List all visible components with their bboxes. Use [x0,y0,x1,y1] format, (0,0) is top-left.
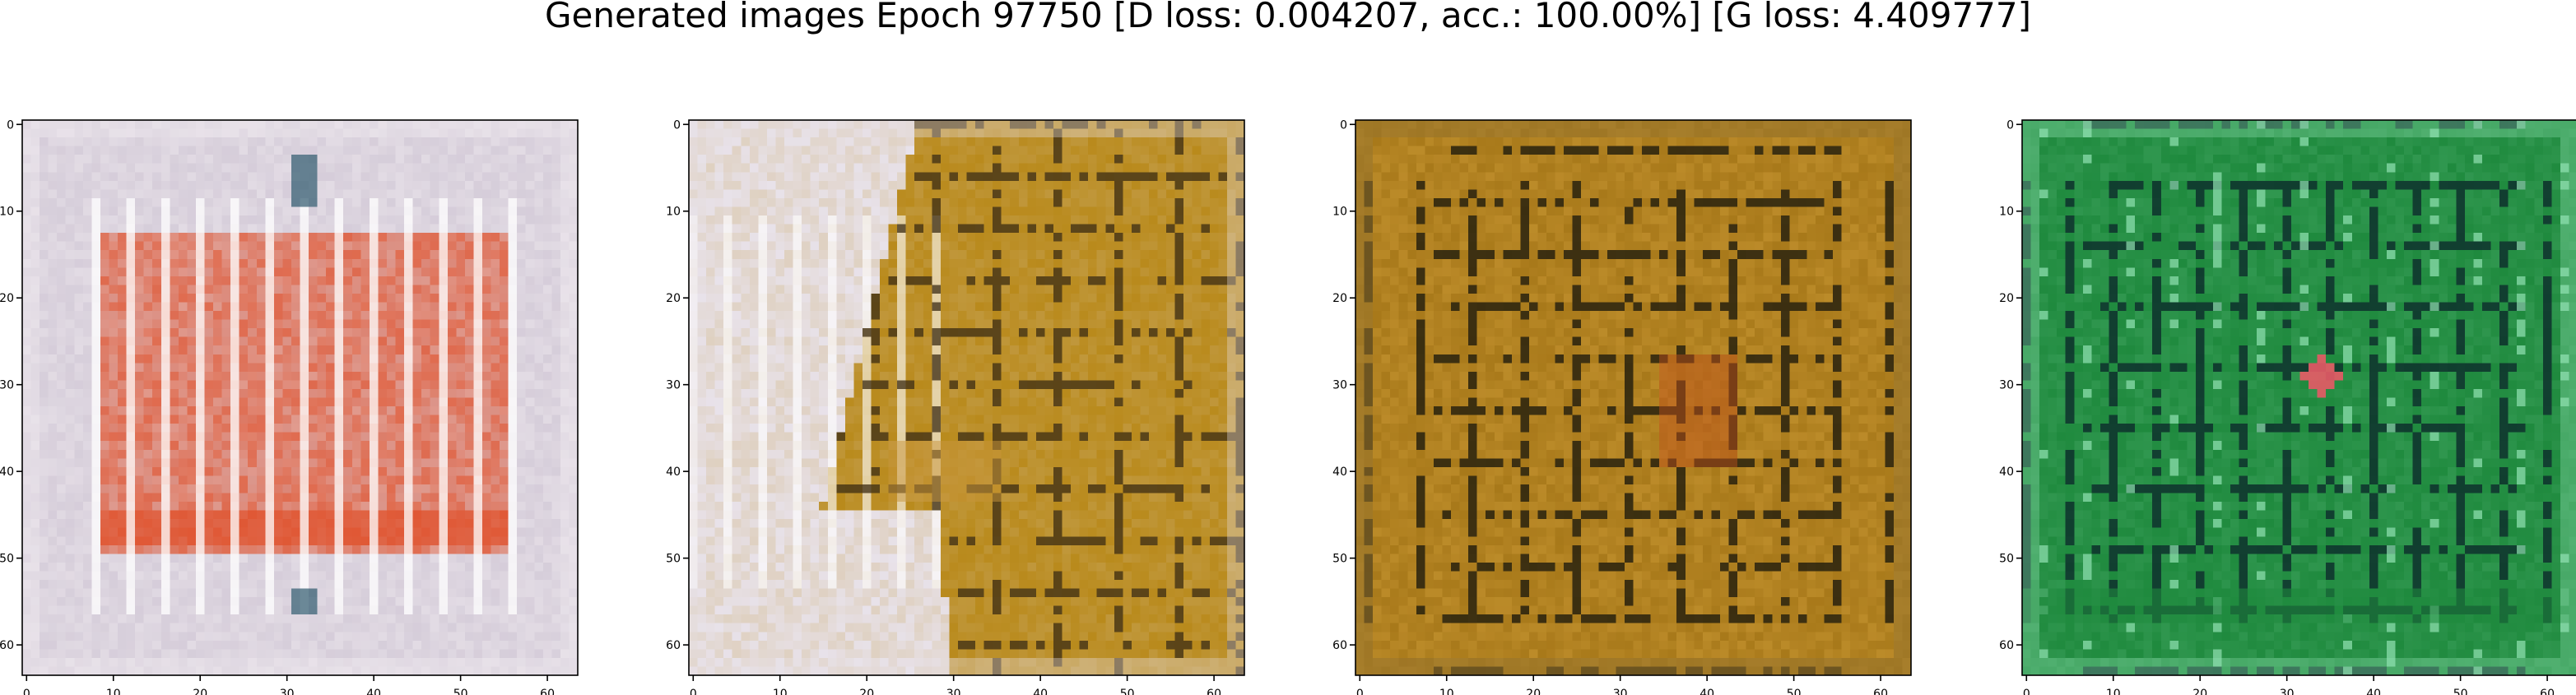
x-tick-label: 50 [1787,688,1802,695]
y-tick-label: 40 [1999,466,2014,479]
x-tick-label: 0 [1356,688,1364,695]
generated-image-1 [22,120,579,676]
x-tick-label: 60 [1207,688,1221,695]
subplot-1: 0 10 20 30 40 50 60 0 10 20 30 40 50 60 [0,118,579,695]
y-tick-label: 20 [1999,292,2014,305]
y-tick-label: 10 [666,206,681,219]
x-tick-label: 60 [540,688,555,695]
x-tick-label: 10 [2106,688,2121,695]
y-tick-label: 20 [666,292,681,305]
x-tick-label: 30 [2280,688,2295,695]
y-tick-label: 50 [1332,553,1347,566]
y-tick-label: 60 [1332,639,1347,652]
figure-title: Generated images Epoch 97750 [D loss: 0.… [544,0,2032,35]
y-tick-label: 20 [0,292,14,305]
generated-image-2 [689,120,1245,676]
generated-image-4 [2022,120,2576,676]
y-tick-label: 50 [1999,553,2014,566]
x-tick-label: 30 [1613,688,1628,695]
x-tick-label: 40 [1033,688,1048,695]
y-tick-label: 50 [666,553,681,566]
axes-frame [1355,119,1912,676]
axes-frame [21,119,579,676]
x-tick-label: 20 [1526,688,1541,695]
x-tick-label: 10 [1439,688,1454,695]
y-tick-label: 30 [0,379,14,392]
x-tick-label: 0 [690,688,697,695]
x-tick-label: 60 [2540,688,2555,695]
x-tick-label: 40 [2366,688,2381,695]
x-tick-label: 10 [773,688,788,695]
x-tick-label: 60 [1873,688,1888,695]
x-tick-label: 0 [23,688,30,695]
y-tick-label: 60 [0,639,14,652]
y-tick-label: 0 [1340,118,1347,132]
x-tick-label: 50 [453,688,468,695]
axes-frame [2021,119,2576,676]
y-tick-label: 30 [1999,379,2014,392]
y-tick-label: 20 [1332,292,1347,305]
y-tick-label: 10 [1332,206,1347,219]
x-tick-label: 50 [2453,688,2468,695]
x-tick-label: 50 [1120,688,1135,695]
y-tick-label: 0 [7,118,14,132]
subplot-2: 0 10 20 30 40 50 60 0 10 20 30 40 50 60 [666,118,1245,695]
subplot-3: 0 10 20 30 40 50 60 0 10 20 30 40 50 60 [1332,118,1912,695]
x-tick-label: 30 [946,688,961,695]
x-tick-label: 40 [1700,688,1714,695]
generated-image-3 [1355,120,1912,676]
subplot-4: 0 10 20 30 40 50 60 0 10 20 30 40 50 60 [1999,118,2576,695]
y-tick-label: 0 [673,118,681,132]
x-tick-label: 30 [280,688,295,695]
x-tick-label: 40 [366,688,381,695]
y-tick-label: 60 [666,639,681,652]
y-tick-label: 40 [1332,466,1347,479]
y-tick-label: 50 [0,553,14,566]
x-tick-label: 0 [2023,688,2030,695]
y-tick-label: 40 [666,466,681,479]
y-tick-label: 30 [666,379,681,392]
y-tick-label: 0 [2006,118,2014,132]
y-tick-label: 30 [1332,379,1347,392]
y-tick-label: 60 [1999,639,2014,652]
x-tick-label: 20 [193,688,207,695]
y-tick-label: 10 [0,206,14,219]
x-tick-label: 10 [106,688,121,695]
y-tick-label: 10 [1999,206,2014,219]
x-tick-label: 20 [2192,688,2207,695]
x-tick-label: 20 [859,688,874,695]
axes-frame [688,119,1245,676]
y-tick-label: 40 [0,466,14,479]
